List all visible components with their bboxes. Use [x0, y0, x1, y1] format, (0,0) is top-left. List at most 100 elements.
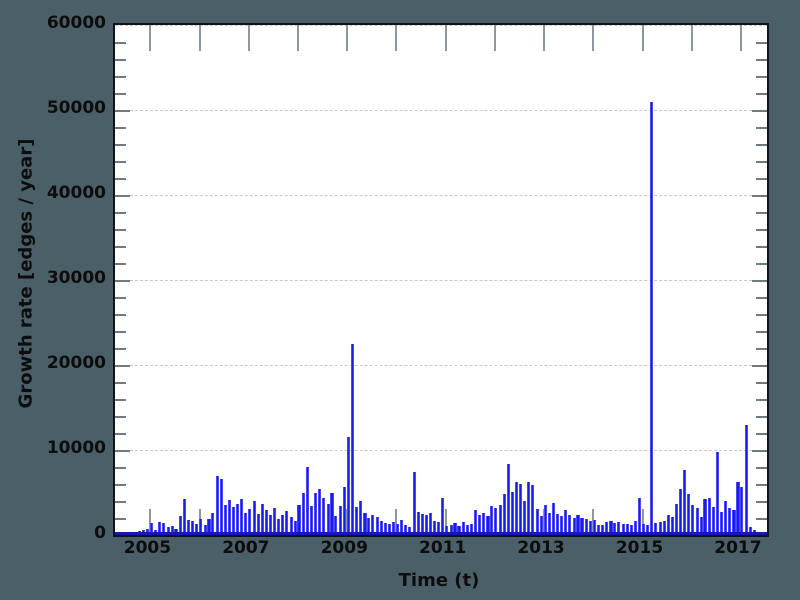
- x-tick-label: 2013: [517, 538, 565, 558]
- bar: [400, 519, 404, 535]
- y-tick-mark: [115, 416, 126, 418]
- bar: [539, 516, 543, 535]
- y-tick-mark: [115, 76, 126, 78]
- bar: [744, 425, 748, 535]
- x-tick-label: 2005: [123, 538, 172, 558]
- bar: [634, 521, 638, 535]
- bar: [355, 506, 359, 535]
- y-tick-mark: [756, 59, 767, 61]
- bar: [420, 513, 424, 535]
- x-tick-mark: [395, 25, 398, 51]
- bar: [166, 527, 170, 535]
- y-tick-mark: [756, 518, 767, 520]
- y-axis-title: Growth rate [edges / year]: [15, 138, 37, 409]
- bar: [715, 451, 719, 535]
- y-tick-mark: [756, 93, 767, 95]
- bar: [523, 501, 527, 535]
- bar: [219, 478, 223, 535]
- y-tick-mark: [756, 76, 767, 78]
- bar: [371, 514, 375, 535]
- bar: [322, 497, 326, 535]
- y-tick-mark: [756, 212, 767, 214]
- y-tick-mark: [115, 399, 126, 401]
- x-tick-mark: [149, 25, 152, 51]
- plot-area: [115, 25, 767, 535]
- bar: [149, 523, 153, 535]
- y-tick-mark: [756, 331, 767, 333]
- y-tick-mark: [115, 518, 126, 520]
- y-tick-label: 30000: [46, 268, 106, 288]
- bar: [186, 519, 190, 535]
- y-tick-mark: [756, 501, 767, 503]
- y-tick-label: 40000: [46, 183, 106, 203]
- bar: [691, 505, 695, 535]
- x-tick-mark: [641, 25, 644, 51]
- bar: [482, 512, 486, 535]
- bar: [711, 506, 715, 535]
- y-tick-mark: [752, 450, 767, 452]
- bar: [465, 524, 469, 535]
- bar: [334, 516, 338, 535]
- bar: [514, 482, 519, 535]
- bar: [609, 521, 613, 535]
- bar: [740, 487, 744, 535]
- bar: [486, 516, 490, 535]
- y-tick-mark: [115, 229, 126, 231]
- x-tick-mark: [444, 509, 447, 535]
- bar: [338, 506, 342, 535]
- x-tick-mark: [346, 25, 349, 51]
- x-tick-mark: [444, 25, 447, 51]
- x-tick-mark: [247, 25, 250, 51]
- bar: [215, 475, 219, 535]
- bar: [601, 524, 605, 535]
- bar: [232, 506, 236, 535]
- bar: [592, 519, 596, 535]
- bar: [699, 517, 703, 535]
- x-tick-mark: [297, 25, 300, 51]
- y-tick-mark: [115, 263, 126, 265]
- y-tick-mark: [756, 433, 767, 435]
- bar: [560, 516, 564, 535]
- bar: [617, 522, 621, 535]
- bar: [379, 520, 383, 535]
- bar: [658, 522, 662, 535]
- bar: [367, 518, 371, 535]
- y-tick-mark: [115, 110, 130, 112]
- y-tick-mark: [115, 348, 126, 350]
- bar: [363, 512, 367, 535]
- y-tick-mark: [756, 467, 767, 469]
- bar: [207, 518, 211, 535]
- x-tick-mark: [690, 25, 693, 51]
- bar: [412, 472, 416, 535]
- gridline-y: [115, 25, 767, 26]
- bar: [424, 514, 429, 535]
- y-tick-mark: [115, 382, 126, 384]
- bar: [461, 522, 465, 535]
- x-axis-title: Time (t): [398, 570, 480, 591]
- bar: [388, 523, 392, 535]
- x-tick-mark: [395, 509, 398, 535]
- bar: [728, 507, 732, 535]
- y-tick-mark: [115, 280, 130, 282]
- bar: [391, 522, 396, 535]
- bar: [170, 525, 174, 535]
- bar: [748, 526, 752, 535]
- bar: [309, 506, 313, 535]
- y-tick-mark: [756, 399, 767, 401]
- bar: [551, 502, 555, 535]
- bar: [666, 514, 670, 535]
- zero-baseline: [115, 532, 767, 535]
- y-tick-label: 20000: [46, 353, 106, 373]
- bar: [162, 523, 166, 535]
- bar: [621, 523, 625, 535]
- y-tick-mark: [756, 297, 767, 299]
- y-tick-mark: [115, 331, 126, 333]
- y-tick-mark: [115, 314, 126, 316]
- bar: [695, 507, 699, 535]
- y-tick-mark: [115, 93, 126, 95]
- y-tick-mark: [756, 246, 767, 248]
- bar: [248, 508, 252, 535]
- bar: [252, 501, 256, 535]
- bar: [182, 499, 186, 535]
- bar: [597, 524, 601, 535]
